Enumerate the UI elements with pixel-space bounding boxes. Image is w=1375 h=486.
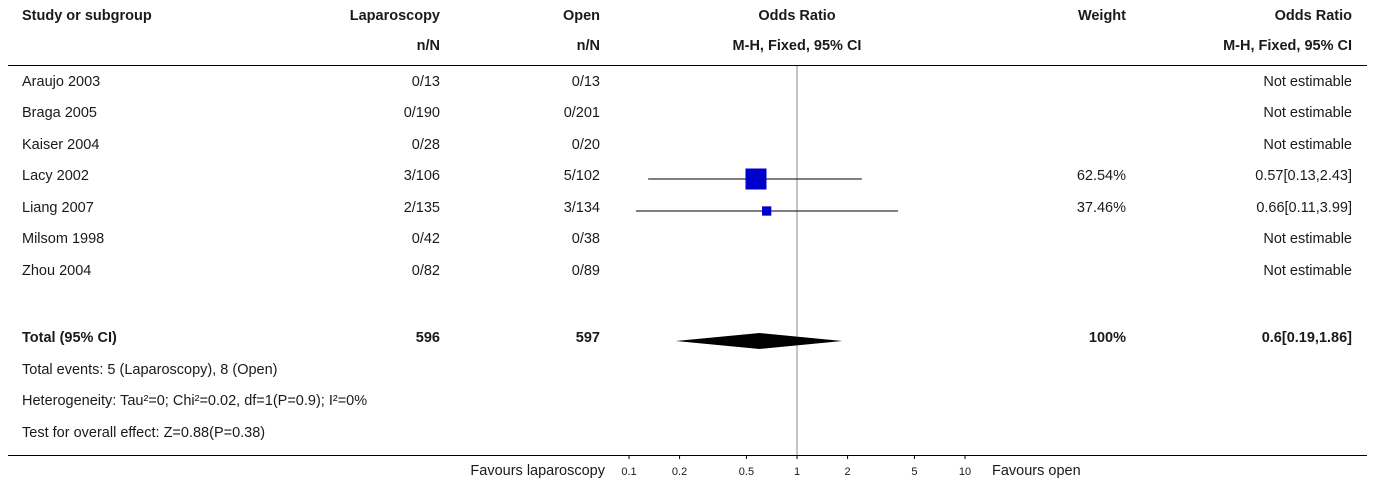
study-exp: 0/190 [403, 105, 440, 121]
header-odds-ratio-2: Odds Ratio [1274, 8, 1352, 24]
study-ctrl: 0/20 [571, 137, 600, 153]
axis-tick-label: 1 [794, 466, 800, 478]
study-name: Braga 2005 [22, 105, 97, 121]
header-study: Study or subgroup [22, 8, 152, 24]
study-weight: 37.46% [1076, 200, 1126, 216]
study-exp: 2/135 [403, 200, 440, 216]
axis-tick-label: 0.5 [739, 466, 754, 478]
study-ctrl: 5/102 [563, 168, 600, 184]
axis-tick-label: 2 [845, 466, 851, 478]
effect-marker [745, 168, 767, 190]
study-weight: 62.54% [1076, 168, 1126, 184]
study-ctrl: 0/89 [571, 263, 600, 279]
study-ctrl: 0/13 [571, 74, 600, 90]
study-exp: 0/28 [411, 137, 440, 153]
header-rule [8, 65, 1367, 66]
study-name: Zhou 2004 [22, 263, 92, 279]
axis-tick-label: 0.2 [672, 466, 687, 478]
study-estimate: Not estimable [1263, 263, 1352, 279]
total-ctrl: 597 [575, 330, 600, 346]
header-control-sub: n/N [576, 38, 600, 54]
study-estimate: 0.66[0.11,3.99] [1256, 200, 1352, 216]
effect-marker [762, 206, 772, 216]
header-control: Open [562, 8, 600, 24]
header-experimental: Laparoscopy [349, 8, 440, 24]
header-weight: Weight [1077, 8, 1126, 24]
total-events-note: Total events: 5 (Laparoscopy), 8 (Open) [22, 362, 278, 378]
axis-tick-label: 10 [959, 466, 971, 478]
study-estimate: Not estimable [1263, 137, 1352, 153]
total-exp: 596 [415, 330, 440, 346]
study-exp: 0/82 [411, 263, 440, 279]
study-name: Milsom 1998 [22, 231, 105, 247]
study-ctrl: 0/38 [571, 231, 600, 247]
overall-effect-note: Test for overall effect: Z=0.88(P=0.38) [22, 425, 266, 441]
study-ctrl: 3/134 [563, 200, 600, 216]
axis-tick-label: 0.1 [621, 466, 636, 478]
study-exp: 3/106 [403, 168, 440, 184]
study-name: Kaiser 2004 [22, 137, 100, 153]
study-exp: 0/13 [411, 74, 440, 90]
study-exp: 0/42 [411, 231, 440, 247]
total-label: Total (95% CI) [22, 330, 117, 346]
study-estimate: Not estimable [1263, 105, 1352, 121]
study-name: Liang 2007 [22, 200, 94, 216]
study-name: Araujo 2003 [22, 74, 101, 90]
study-estimate: Not estimable [1263, 231, 1352, 247]
study-estimate: Not estimable [1263, 74, 1352, 90]
header-odds-ratio-sub: M-H, Fixed, 95% CI [732, 38, 862, 54]
favours-right-label: Favours open [992, 463, 1081, 479]
study-ctrl: 0/201 [563, 105, 600, 121]
total-estimate: 0.6[0.19,1.86] [1261, 330, 1352, 346]
pooled-diamond [675, 333, 843, 349]
total-weight: 100% [1088, 330, 1126, 346]
footer-rule [8, 455, 1367, 456]
header-odds-ratio-2-sub: M-H, Fixed, 95% CI [1223, 38, 1352, 54]
axis-tick-label: 5 [911, 466, 917, 478]
heterogeneity-note: Heterogeneity: Tau²=0; Chi²=0.02, df=1(P… [22, 393, 368, 409]
study-estimate: 0.57[0.13,2.43] [1255, 168, 1352, 184]
header-experimental-sub: n/N [416, 38, 440, 54]
favours-left-label: Favours laparoscopy [470, 463, 605, 479]
header-odds-ratio: Odds Ratio [758, 8, 836, 24]
study-name: Lacy 2002 [22, 168, 89, 184]
